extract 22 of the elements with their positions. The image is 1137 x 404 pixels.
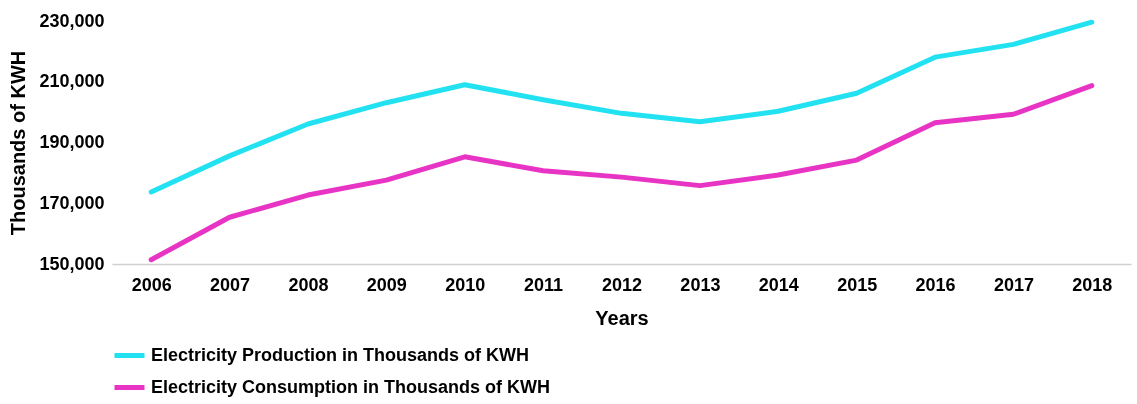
x-tick-label: 2010 [445,274,486,295]
x-tick-label: 2011 [524,274,564,295]
y-tick-label: 230,000 [39,10,105,31]
y-tick-label: 150,000 [39,253,105,274]
x-tick-label: 2013 [680,274,721,295]
x-tick-label: 2012 [601,274,643,295]
legend-label: Electricity Consumption in Thousands of KWH [151,376,551,397]
x-tick-label: 2015 [837,274,878,295]
x-tick-label: 2014 [758,274,799,295]
x-tick-label: 2006 [131,274,172,295]
y-tick-label: 210,000 [39,71,105,92]
y-tick-label: 170,000 [39,192,105,213]
x-tick-label: 2007 [210,274,251,295]
y-tick-label: 190,000 [39,132,105,152]
x-tick-label: 2018 [1072,274,1113,295]
legend-label: Electricity Production in Thousands of KWH [151,344,530,365]
y-axis-title: Thousands of KWH [7,50,30,236]
x-tick-label: 2009 [366,274,407,295]
x-axis-title: Years [595,306,649,329]
x-tick-label: 2017 [993,274,1034,295]
x-tick-label: 2008 [288,274,329,295]
x-tick-label: 2016 [915,274,956,295]
